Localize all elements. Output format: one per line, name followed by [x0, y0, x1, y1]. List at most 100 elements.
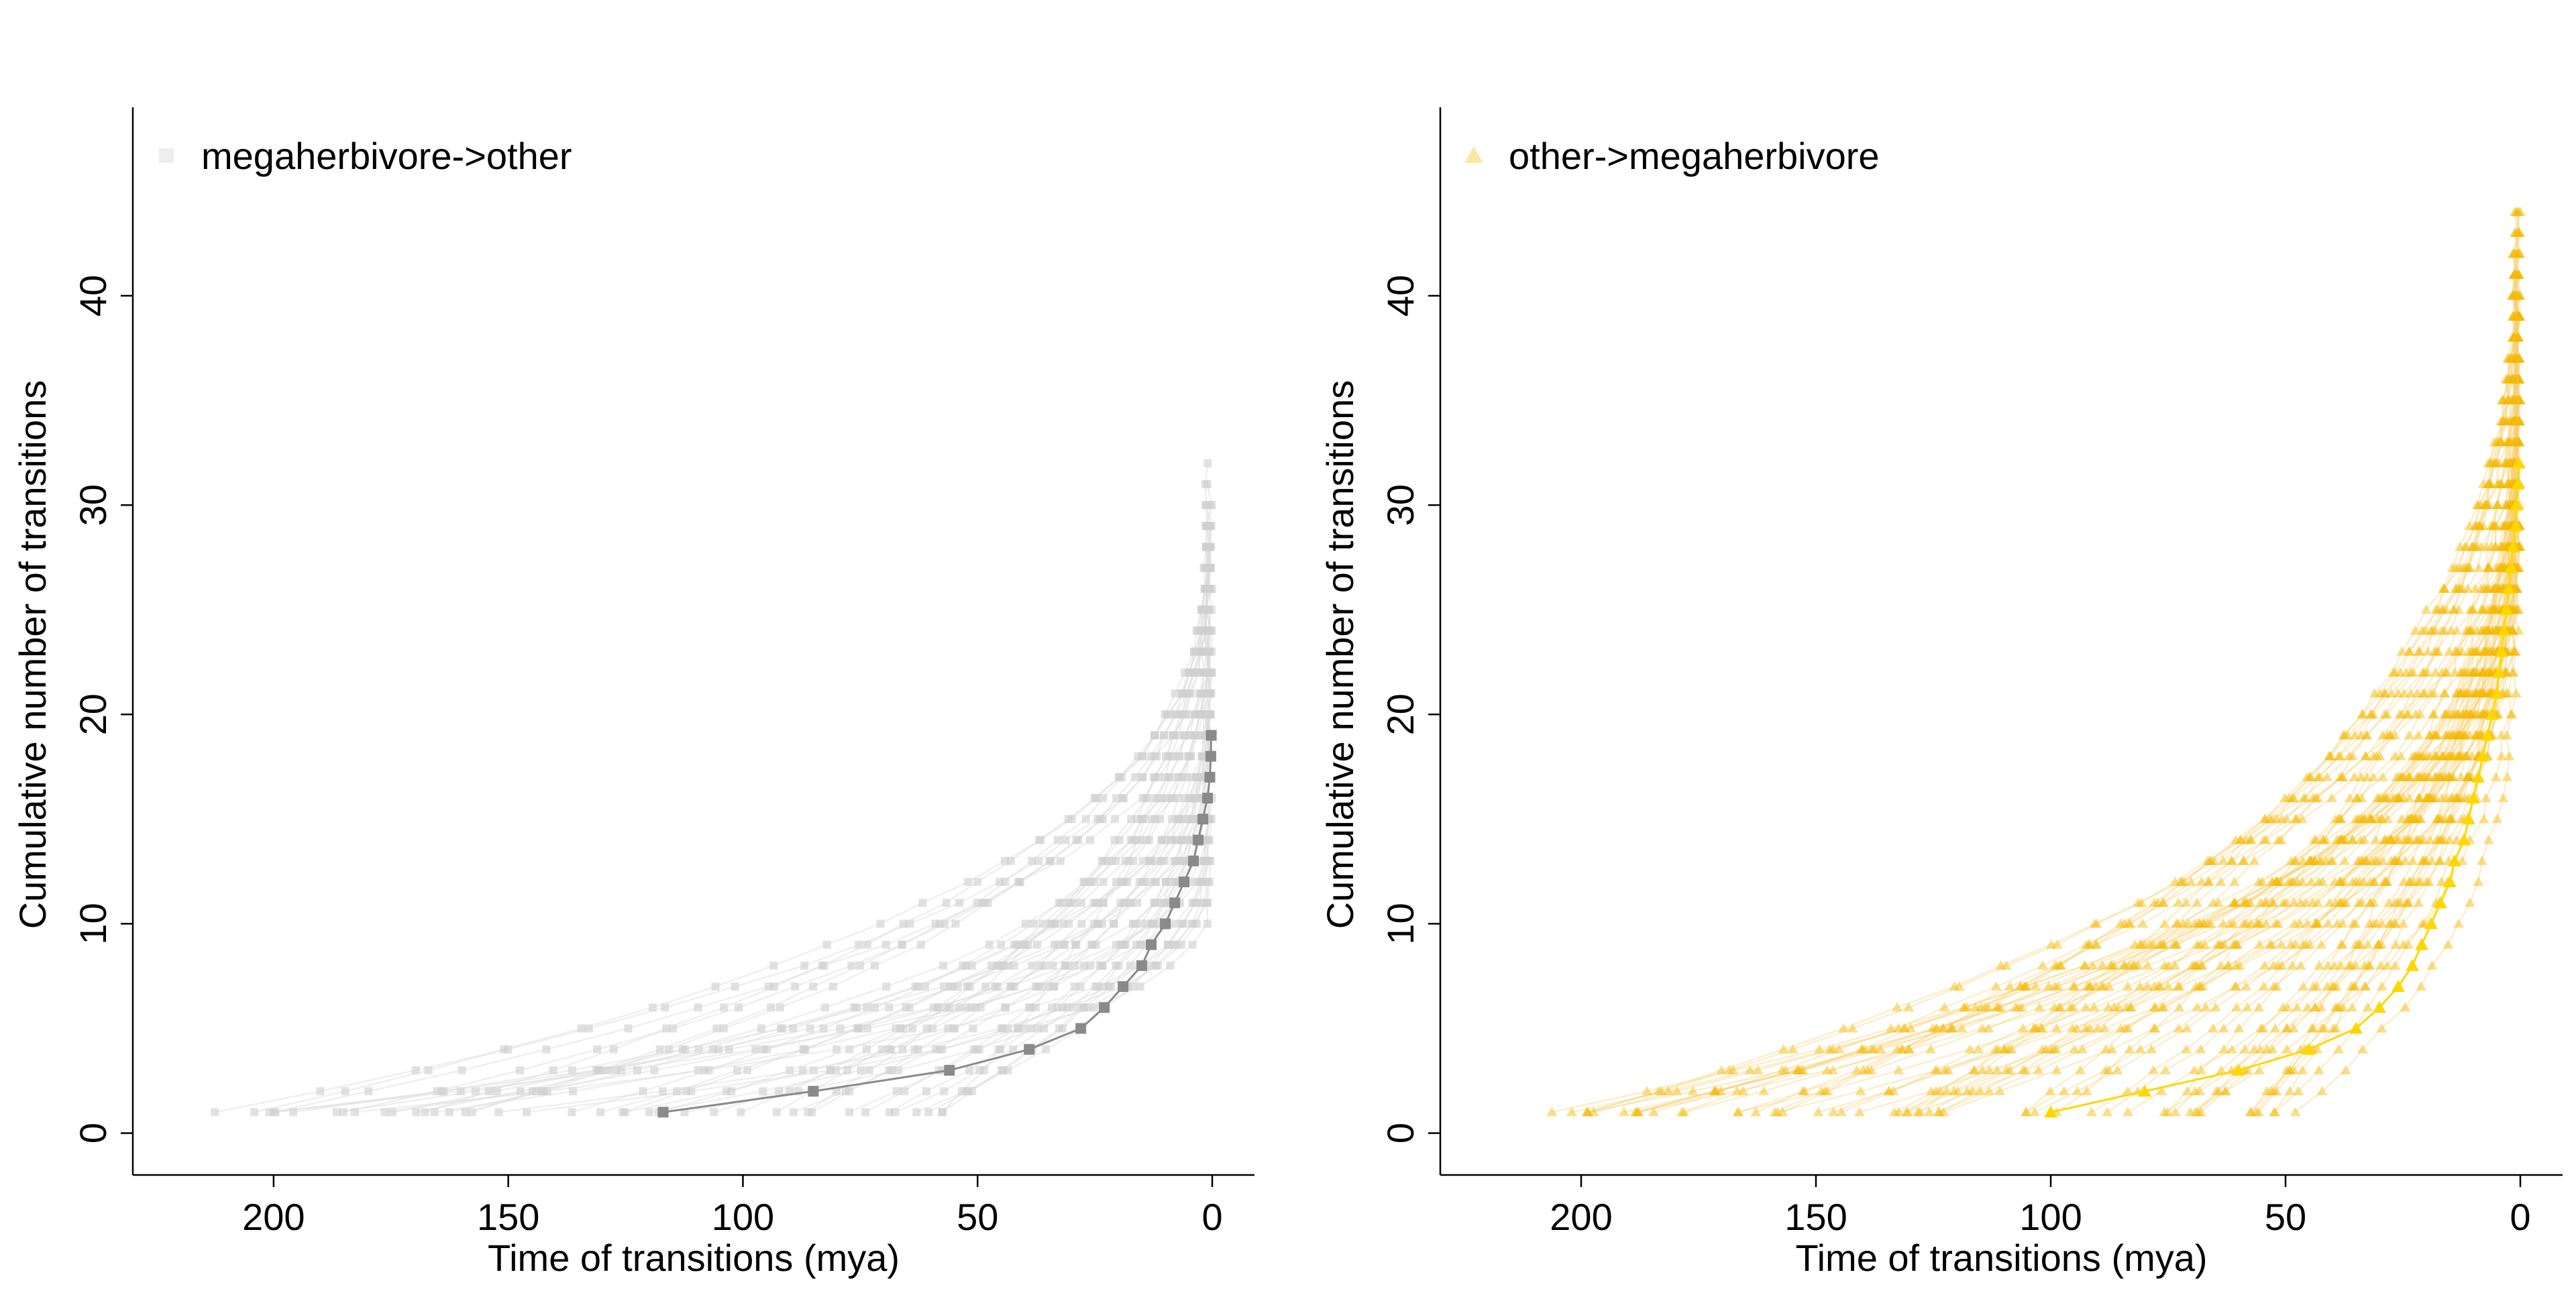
sample-point	[2312, 1044, 2323, 1054]
sample-point	[1983, 1023, 1994, 1033]
sample-point	[1962, 1002, 1973, 1012]
sample-point	[2413, 897, 2424, 907]
sample-point	[2510, 332, 2521, 342]
sample-point	[1546, 1107, 1558, 1117]
sample-point	[2379, 834, 2390, 844]
sample-point	[2502, 374, 2514, 384]
sample-point	[2383, 918, 2395, 928]
sample-point	[2512, 332, 2524, 342]
sample-point	[2195, 1044, 2206, 1054]
sample-point	[2305, 855, 2316, 865]
sample-point	[2287, 793, 2298, 803]
sample-point	[2425, 625, 2436, 635]
sample-point	[2511, 437, 2522, 447]
legend-triangle-marker	[1464, 146, 1483, 163]
sample-point	[2142, 981, 2153, 991]
sample-point	[2502, 520, 2514, 530]
sample-point	[2482, 688, 2493, 698]
sample-point	[515, 1066, 524, 1074]
sample-point	[2385, 918, 2397, 928]
sample-point	[987, 961, 996, 970]
sample-point	[2508, 395, 2520, 405]
sample-point	[2202, 855, 2214, 865]
sample-line	[1683, 316, 2521, 1113]
sample-point	[2511, 437, 2522, 447]
sample-point	[2365, 709, 2377, 719]
sample-point	[2324, 897, 2335, 907]
sample-point	[2510, 311, 2521, 321]
sample-point	[2510, 290, 2522, 300]
sample-point	[2510, 416, 2522, 426]
sample-point	[2297, 1064, 2308, 1074]
sample-point	[2463, 625, 2474, 635]
sample-point	[2088, 1002, 2100, 1012]
sample-point	[1930, 1023, 1941, 1033]
sample-point	[2507, 416, 2518, 426]
sample-point	[2385, 855, 2397, 865]
x-tick-label: 0	[1201, 1196, 1222, 1238]
mean-point	[2415, 938, 2428, 950]
sample-point	[806, 1024, 814, 1033]
sample-point	[2513, 604, 2524, 614]
sample-point	[1031, 1003, 1040, 1012]
sample-point	[2506, 416, 2517, 426]
sample-point	[2192, 939, 2203, 949]
sample-point	[1893, 1107, 1904, 1117]
sample-point	[1086, 961, 1095, 970]
sample-point	[2379, 793, 2390, 803]
sample-point	[2509, 416, 2520, 426]
sample-point	[2336, 939, 2347, 949]
sample-point	[2480, 793, 2491, 803]
sample-point	[772, 1108, 781, 1117]
sample-point	[2513, 437, 2524, 447]
sample-point	[2463, 688, 2475, 698]
sample-point	[2463, 730, 2475, 740]
sample-point	[1992, 1064, 2003, 1074]
sample-point	[1769, 1107, 1780, 1117]
sample-point	[2216, 1064, 2227, 1074]
sample-point	[2471, 625, 2482, 635]
sample-point	[2304, 771, 2316, 781]
sample-point	[1937, 1023, 1949, 1033]
sample-point	[2438, 834, 2450, 844]
sample-point	[2349, 981, 2360, 991]
sample-point	[2320, 855, 2332, 865]
sample-point	[2510, 688, 2522, 698]
sample-point	[2509, 290, 2520, 300]
sample-point	[2491, 478, 2503, 488]
sample-point	[2393, 855, 2404, 865]
sample-point	[2477, 646, 2488, 656]
sample-point	[2471, 541, 2483, 551]
sample-point	[870, 1003, 879, 1012]
sample-point	[1042, 983, 1051, 991]
sample-point	[669, 1024, 678, 1033]
sample-point	[2359, 981, 2371, 991]
sample-point	[2420, 625, 2431, 635]
sample-point	[2309, 1002, 2320, 1012]
sample-point	[863, 1003, 871, 1012]
sample-point	[2334, 1002, 2345, 1012]
sample-point	[2068, 1002, 2079, 1012]
sample-point	[1868, 1044, 1880, 1054]
sample-point	[2394, 709, 2405, 719]
sample-point	[2513, 374, 2524, 384]
sample-point	[2514, 374, 2525, 384]
sample-point	[2304, 855, 2315, 865]
sample-point	[1053, 1003, 1062, 1012]
sample-point	[2146, 1044, 2157, 1054]
sample-point	[2466, 541, 2477, 551]
sample-point	[2510, 395, 2522, 405]
sample-point	[2427, 625, 2438, 635]
sample-point	[1185, 794, 1193, 803]
sample-point	[2501, 457, 2512, 467]
sample-point	[1200, 899, 1209, 907]
sample-point	[2231, 960, 2242, 970]
sample-point	[1061, 836, 1070, 844]
sample-point	[1888, 1107, 1900, 1117]
sample-point	[1120, 899, 1128, 907]
sample-point	[2456, 646, 2467, 656]
sample-point	[2479, 500, 2491, 510]
sample-point	[2514, 311, 2525, 321]
sample-line	[1638, 504, 2520, 1113]
sample-point	[2162, 981, 2174, 991]
